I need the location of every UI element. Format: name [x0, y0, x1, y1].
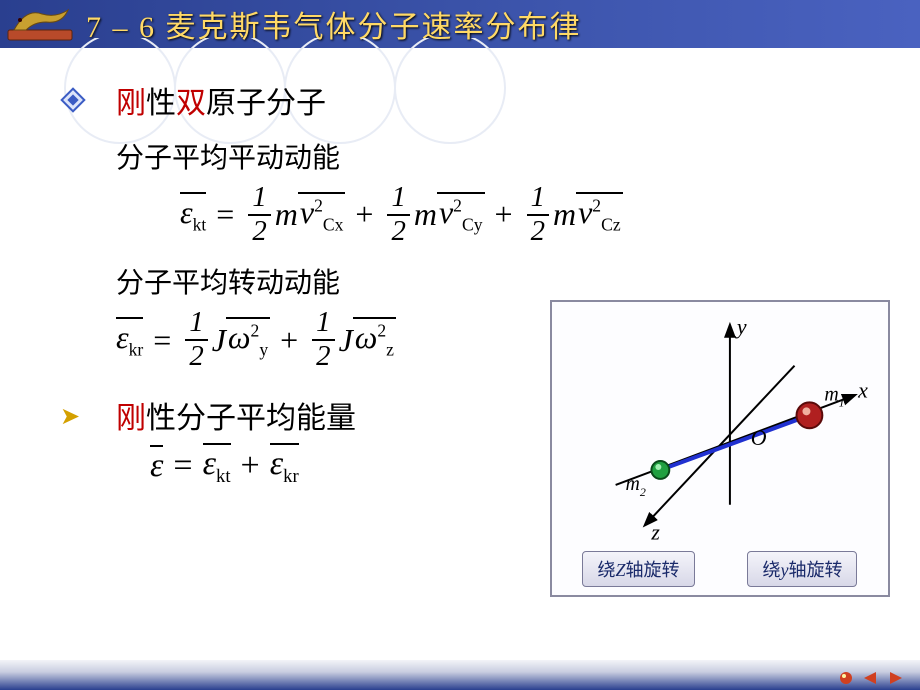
axis-x-label: x	[857, 378, 868, 402]
slide-title: 7 – 6 麦克斯韦气体分子速率分布律	[86, 2, 582, 46]
diatomic-diagram: y x z O m1 m2	[556, 306, 884, 545]
kr-t2-var: ω2z	[353, 319, 396, 360]
diamond-bullet-icon	[60, 87, 86, 113]
kr-t1-var: ω2y	[226, 319, 270, 360]
nav-prev-icon[interactable]	[860, 670, 880, 686]
formula-epsilon-kt: εkt = 12 m v2Cx + 12 m v2Cy + 12 m v2Cz	[180, 182, 880, 247]
kr-t2-num: 1	[312, 307, 334, 341]
diatomic-diagram-box: y x z O m1 m2 绕Z轴旋转 绕y轴旋转	[550, 300, 890, 597]
origin-label: O	[751, 426, 767, 450]
kr-t1-factor: J	[212, 322, 226, 359]
eps-kr-sub: kr	[129, 340, 144, 360]
formula-epsilon-kr: εkr = 12 J ω2y + 12 J ω2z	[116, 307, 596, 372]
heading2-black: 性分子平均能量	[146, 402, 356, 435]
kt-t1-den: 2	[248, 216, 270, 248]
eps-kt-sub: kt	[193, 214, 207, 234]
kt-t3-den: 2	[527, 216, 549, 248]
dragon-icon	[6, 2, 76, 46]
sum-r2-sub: kr	[283, 465, 299, 486]
arrow-bullet-icon: ➤	[60, 402, 86, 428]
heading2-red: 刚	[116, 402, 146, 435]
nav-dot-icon[interactable]	[838, 670, 854, 686]
slide-header: 7 – 6 麦克斯韦气体分子速率分布律	[0, 0, 920, 48]
kr-t1-num: 1	[185, 307, 207, 341]
kr-t1-den: 2	[185, 341, 207, 373]
nav-next-icon[interactable]	[886, 670, 906, 686]
axis-z-label: z	[650, 521, 660, 545]
axis-y-label: y	[735, 315, 747, 339]
kt-t1-factor: m	[275, 196, 298, 233]
subhead-translational-ke: 分子平均平动动能	[116, 136, 880, 176]
heading2-text: 刚性分子平均能量	[116, 393, 356, 437]
sum-r1-sub: kt	[216, 465, 231, 486]
kt-t1-num: 1	[248, 182, 270, 216]
kr-t2-factor: J	[339, 322, 353, 359]
kt-t3-num: 1	[527, 182, 549, 216]
heading-rigid-diatomic: 刚性双原子分子	[60, 78, 880, 122]
rotate-y-button[interactable]: 绕y轴旋转	[747, 551, 857, 587]
kt-t1-var: v2Cx	[298, 194, 346, 235]
kt-t2-den: 2	[387, 216, 409, 248]
heading1-text: 刚性双原子分子	[116, 78, 326, 122]
nav-icons	[838, 670, 906, 686]
m2-label: m2	[626, 473, 646, 499]
subhead-rotational-ke: 分子平均转动动能	[116, 261, 880, 301]
kr-t2-den: 2	[312, 341, 334, 373]
rotate-z-button[interactable]: 绕Z轴旋转	[582, 551, 694, 587]
kt-t2-num: 1	[387, 182, 409, 216]
kt-t2-var: v2Cy	[437, 194, 485, 235]
kt-t3-var: v2Cz	[576, 194, 623, 235]
heading1-red1: 刚	[116, 87, 146, 120]
bottom-bar	[0, 660, 920, 690]
heading1-red2: 双	[176, 87, 206, 120]
kt-t2-factor: m	[414, 196, 437, 233]
diagram-buttons: 绕Z轴旋转 绕y轴旋转	[556, 551, 884, 591]
heading1-black2: 原子分子	[206, 87, 326, 120]
kt-t3-factor: m	[553, 196, 576, 233]
heading1-black1: 性	[146, 87, 176, 120]
